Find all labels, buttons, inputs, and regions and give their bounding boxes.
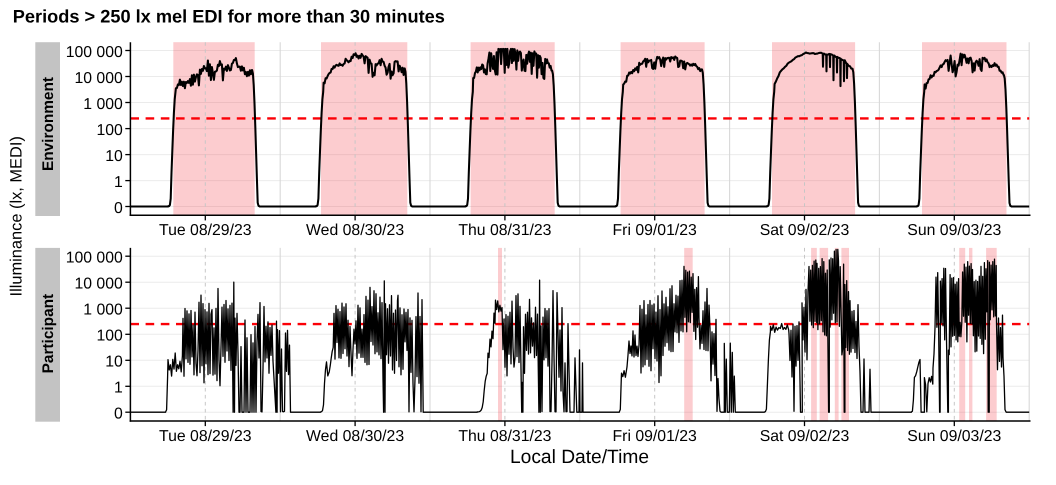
svg-text:100: 100 xyxy=(96,122,123,139)
svg-text:Wed 08/30/23: Wed 08/30/23 xyxy=(306,428,404,445)
svg-text:0: 0 xyxy=(114,406,123,423)
svg-text:1: 1 xyxy=(114,380,123,397)
svg-text:Fri 09/01/23: Fri 09/01/23 xyxy=(613,222,698,239)
svg-text:Periods > 250 lx mel EDI for m: Periods > 250 lx mel EDI for more than 3… xyxy=(13,7,445,27)
svg-text:Environment: Environment xyxy=(40,77,57,171)
svg-text:Wed 08/30/23: Wed 08/30/23 xyxy=(306,222,404,239)
svg-text:Tue 08/29/23: Tue 08/29/23 xyxy=(159,428,252,445)
svg-text:Sun 09/03/23: Sun 09/03/23 xyxy=(907,222,1001,239)
svg-text:Illuminance (lx, MEDI): Illuminance (lx, MEDI) xyxy=(8,136,26,296)
svg-text:Sat 09/02/23: Sat 09/02/23 xyxy=(760,222,850,239)
svg-text:Tue 08/29/23: Tue 08/29/23 xyxy=(159,222,252,239)
svg-text:1 000: 1 000 xyxy=(83,302,123,319)
svg-text:10: 10 xyxy=(105,148,123,165)
svg-text:1 000: 1 000 xyxy=(83,96,123,113)
svg-text:10: 10 xyxy=(105,354,123,371)
svg-text:0: 0 xyxy=(114,200,123,217)
svg-text:Sat 09/02/23: Sat 09/02/23 xyxy=(760,428,850,445)
svg-text:Local Date/Time: Local Date/Time xyxy=(510,447,649,468)
svg-text:Thu 08/31/23: Thu 08/31/23 xyxy=(458,428,551,445)
svg-text:10 000: 10 000 xyxy=(74,276,123,293)
svg-text:100 000: 100 000 xyxy=(66,250,123,267)
svg-text:Thu 08/31/23: Thu 08/31/23 xyxy=(458,222,551,239)
svg-text:10 000: 10 000 xyxy=(74,70,123,87)
svg-text:100: 100 xyxy=(96,328,123,345)
svg-text:1: 1 xyxy=(114,174,123,191)
svg-text:Sun 09/03/23: Sun 09/03/23 xyxy=(907,428,1001,445)
svg-text:Participant: Participant xyxy=(40,294,57,374)
svg-text:100 000: 100 000 xyxy=(66,44,123,61)
svg-text:Fri 09/01/23: Fri 09/01/23 xyxy=(613,428,698,445)
